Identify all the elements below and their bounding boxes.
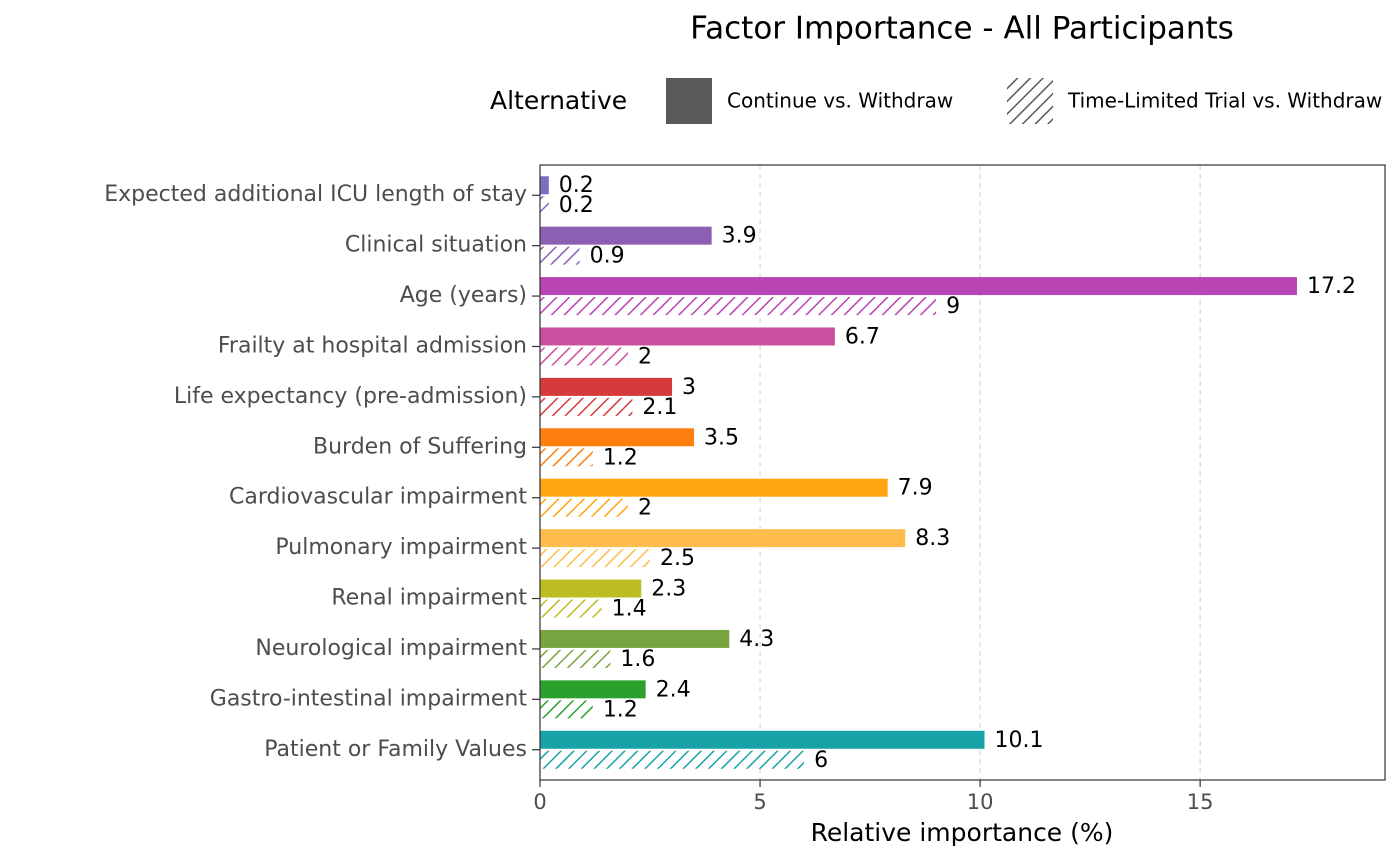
plot-border — [539, 164, 1386, 781]
value-label: 0.2 — [559, 193, 594, 218]
legend-label: Time-Limited Trial vs. Withdraw — [1067, 89, 1382, 113]
y-tick-label: Clinical situation — [345, 233, 527, 258]
value-label: 1.4 — [612, 597, 647, 622]
value-label: 1.6 — [620, 647, 655, 672]
bar — [540, 448, 593, 467]
legend-swatch — [666, 78, 712, 124]
legend-swatch — [1007, 78, 1053, 124]
bar — [540, 478, 888, 497]
x-tick-label: 0 — [533, 790, 546, 814]
value-label: 1.2 — [603, 697, 638, 722]
value-label: 2 — [638, 496, 652, 521]
y-tick-label: Age (years) — [400, 283, 527, 308]
chart-title: Factor Importance - All Participants — [690, 11, 1234, 47]
bar — [540, 579, 642, 598]
bar — [540, 246, 580, 265]
y-tick-label: Frailty at hospital admission — [218, 333, 527, 358]
value-label: 9 — [946, 294, 960, 319]
value-label: 2 — [638, 344, 652, 369]
bar — [540, 529, 906, 548]
y-tick-label: Gastro-intestinal impairment — [210, 686, 528, 711]
value-label: 4.3 — [739, 627, 774, 652]
value-label: 8.3 — [915, 526, 950, 551]
value-label: 7.9 — [898, 476, 933, 501]
bar — [540, 629, 730, 648]
bar — [540, 377, 673, 396]
legend-title: Alternative — [490, 86, 627, 115]
bar — [540, 498, 629, 517]
value-label: 0.2 — [559, 173, 594, 198]
value-label: 2.4 — [656, 677, 691, 702]
y-tick-label: Pulmonary impairment — [275, 535, 527, 560]
bar — [540, 549, 651, 568]
value-label: 6 — [814, 748, 828, 773]
x-tick-label: 10 — [967, 790, 994, 814]
y-tick-label: Patient or Family Values — [264, 737, 527, 762]
x-axis-title: Relative importance (%) — [811, 818, 1114, 847]
bar — [540, 599, 602, 618]
bar — [540, 428, 695, 447]
bar — [540, 226, 712, 245]
y-tick-label: Expected additional ICU length of stay — [104, 182, 527, 207]
bar — [540, 297, 937, 316]
value-label: 1.2 — [603, 445, 638, 470]
bar — [540, 327, 835, 346]
y-tick-label: Renal impairment — [331, 586, 527, 611]
bar — [540, 196, 549, 215]
bar — [540, 750, 805, 769]
bar — [540, 730, 985, 749]
legend-label: Continue vs. Withdraw — [727, 89, 953, 113]
value-label: 6.7 — [845, 324, 880, 349]
value-label: 3.5 — [704, 425, 739, 450]
value-label: 2.5 — [660, 546, 695, 571]
bar — [540, 176, 549, 195]
bar — [540, 700, 593, 719]
bar — [540, 277, 1297, 296]
bar — [540, 680, 646, 699]
bar — [540, 649, 611, 668]
value-label: 0.9 — [590, 244, 625, 269]
y-tick-label: Cardiovascular impairment — [229, 485, 527, 510]
x-tick-label: 5 — [753, 790, 766, 814]
y-tick-label: Life expectancy (pre-admission) — [174, 384, 527, 409]
value-label: 3 — [682, 375, 696, 400]
value-label: 3.9 — [722, 224, 757, 249]
value-label: 10.1 — [995, 728, 1044, 753]
x-tick-label: 15 — [1187, 790, 1214, 814]
bar — [540, 397, 633, 416]
value-label: 2.3 — [651, 577, 686, 602]
y-tick-label: Neurological impairment — [255, 636, 527, 661]
value-label: 17.2 — [1307, 274, 1356, 299]
value-label: 2.1 — [642, 395, 677, 420]
bar — [540, 347, 629, 366]
y-tick-label: Burden of Suffering — [313, 434, 527, 459]
